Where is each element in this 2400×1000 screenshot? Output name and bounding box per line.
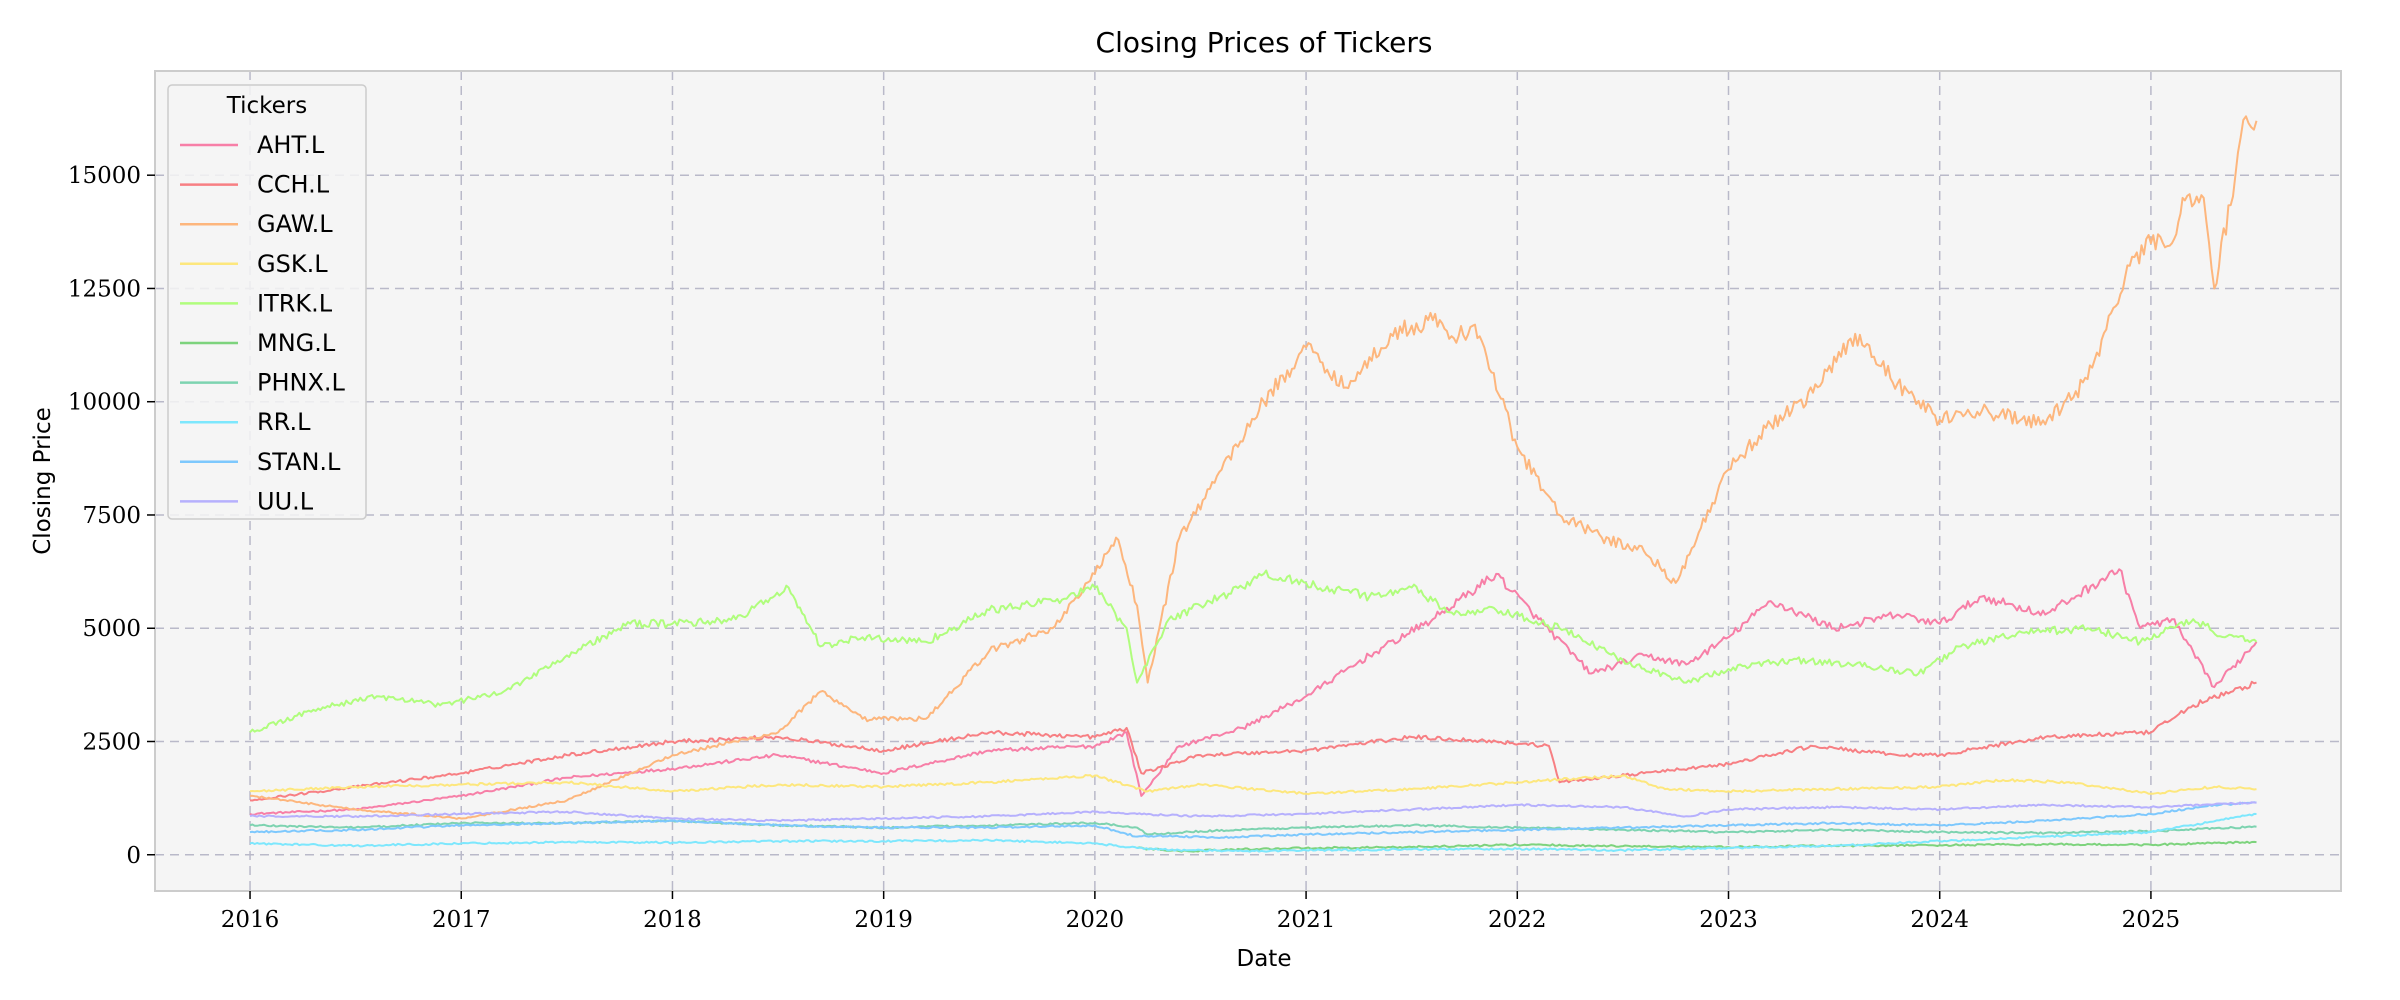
series-line-rr-l xyxy=(249,812,2257,853)
x-tick-label: 2018 xyxy=(643,907,702,933)
series-lines xyxy=(249,115,2258,853)
y-axis-ticks: 0 2500 5000 7500 10000 12500 15000 xyxy=(68,163,155,869)
x-tick-label: 2016 xyxy=(221,907,280,933)
x-tick-label: 2022 xyxy=(1488,907,1547,933)
y-tick-label: 7500 xyxy=(82,503,141,529)
x-tick-label: 2017 xyxy=(432,907,491,933)
y-tick-label: 12500 xyxy=(68,276,141,302)
legend-label: PHNX.L xyxy=(257,369,346,397)
y-tick-label: 2500 xyxy=(82,729,141,755)
grid xyxy=(155,71,2341,891)
series-line-gsk-l xyxy=(249,774,2257,796)
plot-frame xyxy=(154,70,2342,892)
series-line-stan-l xyxy=(249,801,2257,839)
x-tick-label: 2020 xyxy=(1066,907,1125,933)
x-tick-label: 2021 xyxy=(1277,907,1336,933)
series-line-mng-l xyxy=(1136,840,2257,853)
series-line-itrk-l xyxy=(249,569,2258,734)
y-tick-label: 0 xyxy=(126,843,141,869)
x-tick-label: 2024 xyxy=(1910,907,1969,933)
legend-label: AHT.L xyxy=(257,131,325,159)
x-axis-ticks: 2016 2017 2018 2019 2020 2021 2022 2023 2024 2025 xyxy=(221,891,2180,933)
x-tick-label: 2019 xyxy=(854,907,913,933)
legend-items: AHT.L CCH.L GAW.L GSK.L ITRK.L MNG.L PHNX.L RR.… xyxy=(180,131,346,515)
legend-label: STAN.L xyxy=(257,448,341,476)
series-line-uu-l xyxy=(249,801,2257,823)
legend-label: GAW.L xyxy=(257,210,333,238)
legend-label: CCH.L xyxy=(257,171,330,199)
y-tick-label: 5000 xyxy=(82,616,141,642)
legend-label: ITRK.L xyxy=(257,289,333,317)
legend-box xyxy=(167,84,367,520)
series-line-cch-l xyxy=(249,680,2257,802)
y-axis-label: Closing Price xyxy=(30,407,56,555)
legend-label: UU.L xyxy=(257,487,314,515)
legend-label: MNG.L xyxy=(257,329,336,357)
series-line-gaw-l xyxy=(249,115,2258,820)
legend-label: GSK.L xyxy=(257,250,328,278)
series-line-aht-l xyxy=(249,568,2258,816)
legend: Tickers AHT.L CCH.L GAW.L GSK.L ITRK.L MNG.L P… xyxy=(167,84,367,520)
y-tick-label: 15000 xyxy=(68,163,141,189)
x-tick-label: 2023 xyxy=(1699,907,1758,933)
y-tick-label: 10000 xyxy=(68,390,141,416)
x-axis-label: Date xyxy=(1237,946,1292,972)
x-tick-label: 2025 xyxy=(2122,907,2181,933)
legend-label: RR.L xyxy=(257,408,311,436)
legend-title: Tickers xyxy=(226,93,307,119)
chart-title: Closing Prices of Tickers xyxy=(1096,26,1433,59)
